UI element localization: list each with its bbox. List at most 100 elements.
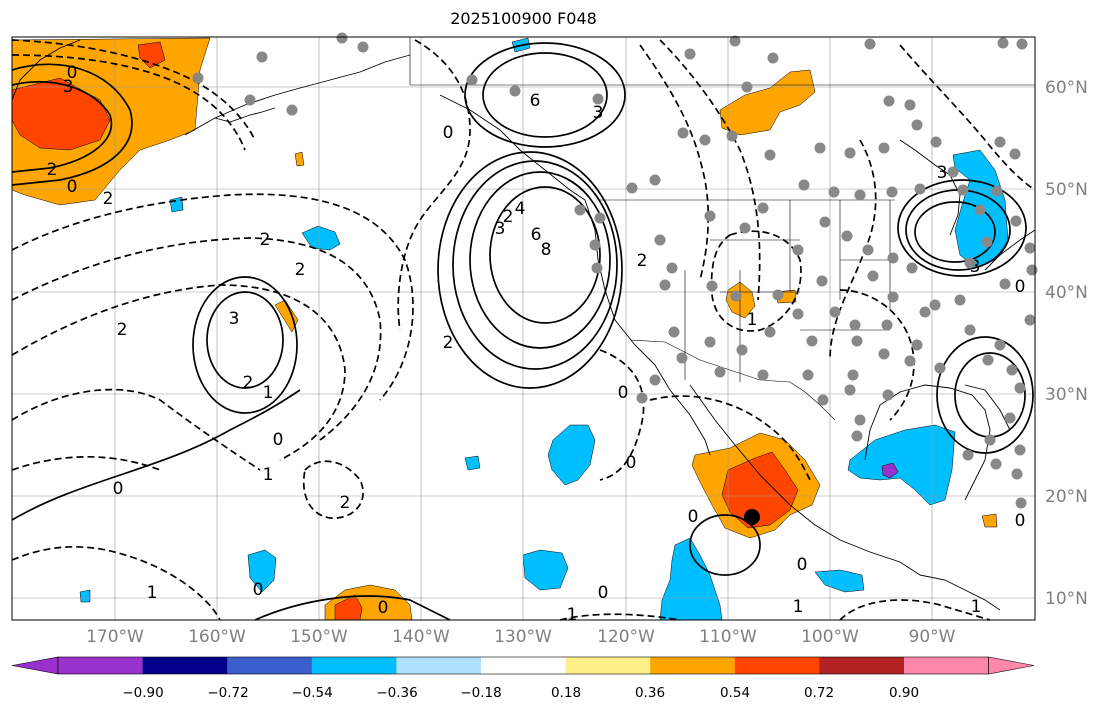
colorbar-tick-label: 0.54 bbox=[720, 685, 750, 701]
colorbar-tick-label: −0.36 bbox=[376, 685, 417, 701]
station-dot bbox=[828, 186, 840, 198]
contour-label: 3 bbox=[937, 163, 948, 183]
shade-orange-small-2 bbox=[294, 151, 305, 167]
contour-neg bbox=[11, 388, 261, 471]
station-dot bbox=[244, 94, 256, 106]
station-dot bbox=[772, 289, 784, 301]
contour-label: 3 bbox=[495, 219, 506, 239]
contour-neg bbox=[11, 546, 221, 621]
station-dot bbox=[919, 306, 931, 318]
shade-red-nw bbox=[11, 77, 111, 151]
station-dot bbox=[886, 186, 898, 198]
contour-label: 2 bbox=[503, 207, 514, 227]
station-dot bbox=[841, 230, 853, 242]
coast-florida bbox=[964, 384, 1011, 431]
station-dot bbox=[954, 294, 966, 306]
contour-neg bbox=[639, 44, 710, 281]
station-dot bbox=[757, 202, 769, 214]
contour-pos-nw-2 bbox=[11, 81, 113, 173]
station-dot bbox=[636, 392, 648, 404]
station-dot bbox=[911, 339, 923, 351]
colorbar-block bbox=[396, 657, 482, 674]
station-dot bbox=[881, 319, 893, 331]
colorbar-block bbox=[481, 657, 567, 674]
lat-label: 10°N bbox=[1045, 589, 1088, 609]
contour-label: 3 bbox=[970, 257, 981, 277]
border-states-1 bbox=[684, 200, 800, 382]
contour-pos bbox=[897, 179, 1027, 277]
contour-neg bbox=[11, 54, 246, 151]
colorbar-extend-max bbox=[988, 656, 1035, 675]
station-dot bbox=[741, 81, 753, 93]
shade-blue-gulf bbox=[847, 424, 956, 506]
station-dot bbox=[994, 136, 1006, 148]
station-dot bbox=[730, 290, 742, 302]
station-dot bbox=[591, 262, 603, 274]
shade-blue-small-2 bbox=[814, 569, 865, 593]
station-dot bbox=[883, 95, 895, 107]
station-dot bbox=[792, 308, 804, 320]
colorbar-tick-label: −0.72 bbox=[207, 685, 248, 701]
colorbar-block bbox=[565, 657, 651, 674]
political-borders bbox=[409, 37, 1035, 421]
station-dot bbox=[592, 93, 604, 105]
border-us-mexico bbox=[629, 339, 836, 421]
station-dot bbox=[357, 41, 369, 53]
coast-baja bbox=[654, 364, 711, 456]
station-dot bbox=[887, 291, 899, 303]
station-dot bbox=[814, 142, 826, 154]
contour-label: 0 bbox=[253, 580, 264, 600]
contour-label: 1 bbox=[793, 597, 804, 617]
colorbar-tick-label: 0.72 bbox=[804, 685, 834, 701]
station-dot bbox=[699, 134, 711, 146]
contour-label: 8 bbox=[541, 240, 552, 260]
station-dot bbox=[964, 257, 976, 269]
contour-neg bbox=[397, 39, 471, 331]
coast-alaska bbox=[184, 54, 411, 136]
station-dot bbox=[256, 51, 268, 63]
station-dot bbox=[829, 306, 841, 318]
station-dot bbox=[997, 37, 1009, 49]
station-dot bbox=[1016, 38, 1028, 50]
station-dot bbox=[192, 72, 204, 84]
station-dot bbox=[904, 355, 916, 367]
contour-pos bbox=[482, 52, 608, 138]
station-dot bbox=[764, 326, 776, 338]
station-dot bbox=[1010, 215, 1022, 227]
contour-label: 0 bbox=[67, 177, 78, 197]
coast-mexico-west bbox=[689, 384, 921, 576]
station-dot bbox=[862, 244, 874, 256]
lat-label: 40°N bbox=[1045, 283, 1088, 303]
shade-blue-west-2 bbox=[247, 549, 277, 593]
contour-pos bbox=[206, 291, 284, 389]
contour-label: 2 bbox=[443, 333, 454, 353]
colorbar-tick-label: −0.90 bbox=[122, 685, 163, 701]
station-dot bbox=[336, 32, 348, 44]
lat-label: 20°N bbox=[1045, 487, 1088, 507]
station-dot bbox=[844, 147, 856, 159]
coast-east-canada bbox=[984, 229, 1036, 271]
shade-blue-mid bbox=[547, 424, 596, 486]
contour-neg bbox=[302, 460, 364, 519]
contour-label: 1 bbox=[147, 583, 158, 603]
station-dot bbox=[767, 52, 779, 64]
contour-label: 0 bbox=[67, 63, 78, 83]
station-dot bbox=[1026, 264, 1038, 276]
map-frame bbox=[11, 36, 1036, 621]
contour-label: 1 bbox=[263, 383, 274, 403]
contour-label: 1 bbox=[567, 605, 578, 625]
station-dot bbox=[739, 222, 751, 234]
contour-pos bbox=[914, 201, 996, 263]
station-dot bbox=[726, 130, 738, 142]
shade-orange-colorado bbox=[725, 281, 756, 319]
station-dot bbox=[914, 183, 926, 195]
station-dot bbox=[1011, 468, 1023, 480]
shade-blue-lower bbox=[522, 549, 569, 591]
station-dot bbox=[994, 339, 1006, 351]
contour-label: 2 bbox=[117, 320, 128, 340]
station-dot bbox=[286, 104, 298, 116]
colorbar-tick-label: 0.36 bbox=[635, 685, 665, 701]
storm-center-marker bbox=[744, 509, 760, 525]
shade-red-mexico bbox=[721, 451, 799, 529]
